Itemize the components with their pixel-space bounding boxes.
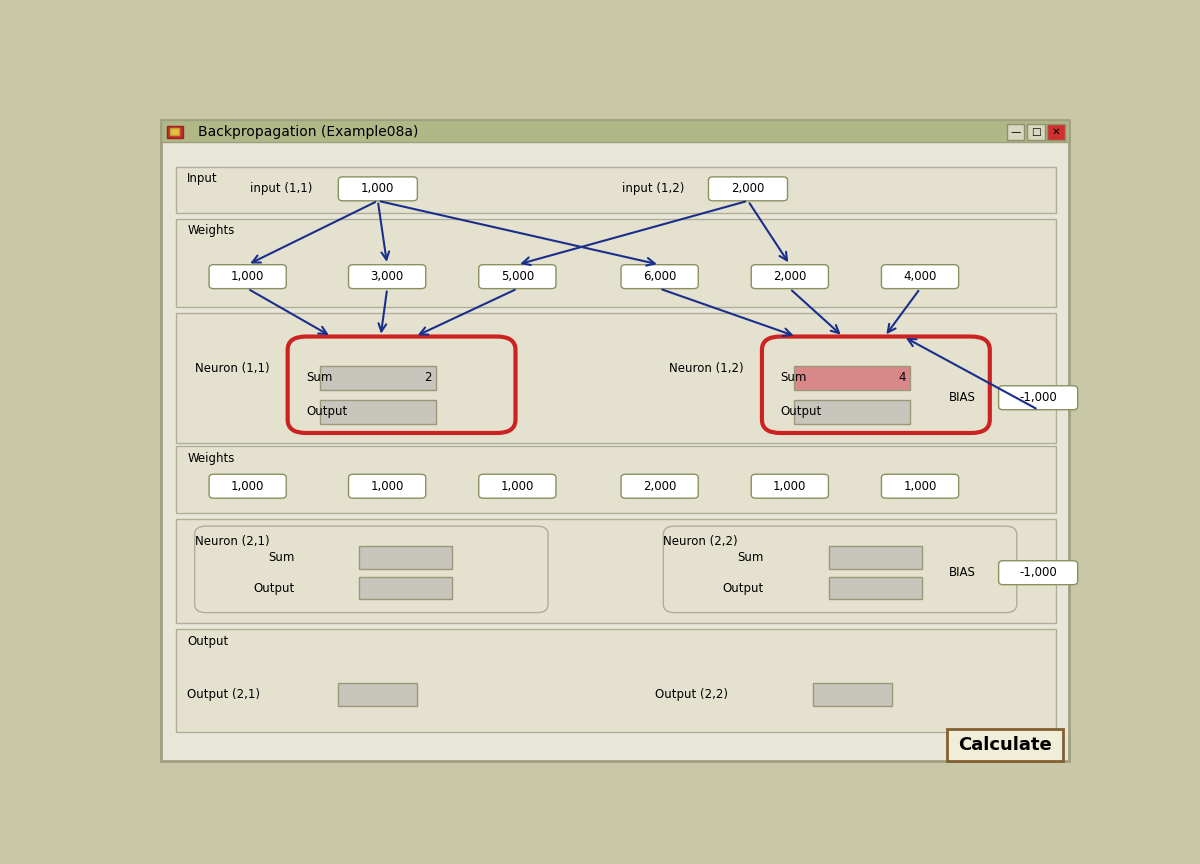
Text: Weights: Weights — [187, 224, 234, 237]
Text: 2: 2 — [424, 372, 431, 384]
Text: Output (2,1): Output (2,1) — [187, 688, 259, 701]
FancyBboxPatch shape — [664, 526, 1016, 613]
FancyBboxPatch shape — [794, 400, 911, 423]
Text: Sum: Sum — [306, 372, 332, 384]
Text: 1,000: 1,000 — [904, 480, 937, 492]
FancyBboxPatch shape — [176, 313, 1056, 443]
Text: Sum: Sum — [780, 372, 806, 384]
FancyBboxPatch shape — [176, 518, 1056, 623]
Text: -1,000: -1,000 — [1019, 566, 1057, 579]
Text: 2,000: 2,000 — [731, 182, 764, 195]
Text: 4: 4 — [898, 372, 906, 384]
Text: 1,000: 1,000 — [500, 480, 534, 492]
FancyBboxPatch shape — [882, 264, 959, 289]
FancyBboxPatch shape — [359, 546, 452, 569]
Text: input (1,1): input (1,1) — [251, 182, 313, 195]
Text: 4,000: 4,000 — [904, 270, 937, 283]
FancyBboxPatch shape — [1027, 124, 1045, 140]
FancyBboxPatch shape — [319, 400, 436, 423]
Text: 3,000: 3,000 — [371, 270, 403, 283]
FancyBboxPatch shape — [161, 120, 1069, 143]
Text: Output: Output — [780, 405, 822, 418]
FancyBboxPatch shape — [348, 264, 426, 289]
FancyBboxPatch shape — [622, 264, 698, 289]
Text: Output: Output — [306, 405, 348, 418]
FancyBboxPatch shape — [167, 125, 184, 137]
FancyBboxPatch shape — [998, 385, 1078, 410]
FancyBboxPatch shape — [194, 526, 548, 613]
FancyBboxPatch shape — [762, 336, 990, 433]
FancyBboxPatch shape — [829, 576, 922, 600]
Text: Backpropagation (Example08a): Backpropagation (Example08a) — [198, 124, 419, 138]
FancyBboxPatch shape — [882, 474, 959, 499]
Text: 2,000: 2,000 — [773, 270, 806, 283]
FancyBboxPatch shape — [161, 120, 1069, 761]
FancyBboxPatch shape — [829, 546, 922, 569]
FancyBboxPatch shape — [176, 629, 1056, 733]
Text: 1,000: 1,000 — [371, 480, 404, 492]
Text: Output: Output — [187, 634, 228, 648]
Text: Output: Output — [722, 581, 764, 594]
Text: -1,000: -1,000 — [1019, 391, 1057, 404]
FancyBboxPatch shape — [338, 683, 418, 706]
Text: Neuron (2,1): Neuron (2,1) — [194, 535, 269, 548]
FancyBboxPatch shape — [794, 365, 911, 390]
Text: —: — — [1010, 127, 1020, 137]
FancyBboxPatch shape — [998, 561, 1078, 585]
FancyBboxPatch shape — [338, 177, 418, 200]
FancyBboxPatch shape — [479, 264, 556, 289]
Text: 5,000: 5,000 — [500, 270, 534, 283]
Text: 2,000: 2,000 — [643, 480, 677, 492]
Text: BIAS: BIAS — [949, 566, 976, 579]
FancyBboxPatch shape — [751, 264, 828, 289]
FancyBboxPatch shape — [1048, 124, 1066, 140]
Text: ✕: ✕ — [1052, 127, 1061, 137]
FancyBboxPatch shape — [170, 128, 179, 135]
Text: Input: Input — [187, 172, 218, 185]
Text: Neuron (1,1): Neuron (1,1) — [194, 362, 269, 375]
Text: Output (2,2): Output (2,2) — [655, 688, 728, 701]
FancyBboxPatch shape — [751, 474, 828, 499]
FancyBboxPatch shape — [708, 177, 787, 200]
Text: Neuron (1,2): Neuron (1,2) — [668, 362, 744, 375]
Text: 1,000: 1,000 — [773, 480, 806, 492]
FancyBboxPatch shape — [319, 365, 436, 390]
Text: Sum: Sum — [268, 551, 294, 564]
FancyBboxPatch shape — [348, 474, 426, 499]
FancyBboxPatch shape — [176, 167, 1056, 213]
FancyBboxPatch shape — [209, 264, 287, 289]
Text: 1,000: 1,000 — [230, 270, 264, 283]
Text: Neuron (2,2): Neuron (2,2) — [664, 535, 738, 548]
Text: input (1,2): input (1,2) — [623, 182, 685, 195]
FancyBboxPatch shape — [812, 683, 892, 706]
Text: Weights: Weights — [187, 452, 234, 465]
Text: 1,000: 1,000 — [230, 480, 264, 492]
FancyBboxPatch shape — [288, 336, 516, 433]
FancyBboxPatch shape — [176, 219, 1056, 307]
Text: BIAS: BIAS — [949, 391, 976, 404]
FancyBboxPatch shape — [622, 474, 698, 499]
FancyBboxPatch shape — [1007, 124, 1025, 140]
Text: 6,000: 6,000 — [643, 270, 677, 283]
Text: □: □ — [1031, 127, 1040, 137]
FancyBboxPatch shape — [479, 474, 556, 499]
FancyBboxPatch shape — [209, 474, 287, 499]
Text: 1,000: 1,000 — [361, 182, 395, 195]
FancyBboxPatch shape — [947, 729, 1063, 761]
FancyBboxPatch shape — [359, 576, 452, 600]
Text: Calculate: Calculate — [959, 736, 1052, 754]
Text: Sum: Sum — [738, 551, 764, 564]
FancyBboxPatch shape — [176, 447, 1056, 513]
Text: Output: Output — [253, 581, 294, 594]
